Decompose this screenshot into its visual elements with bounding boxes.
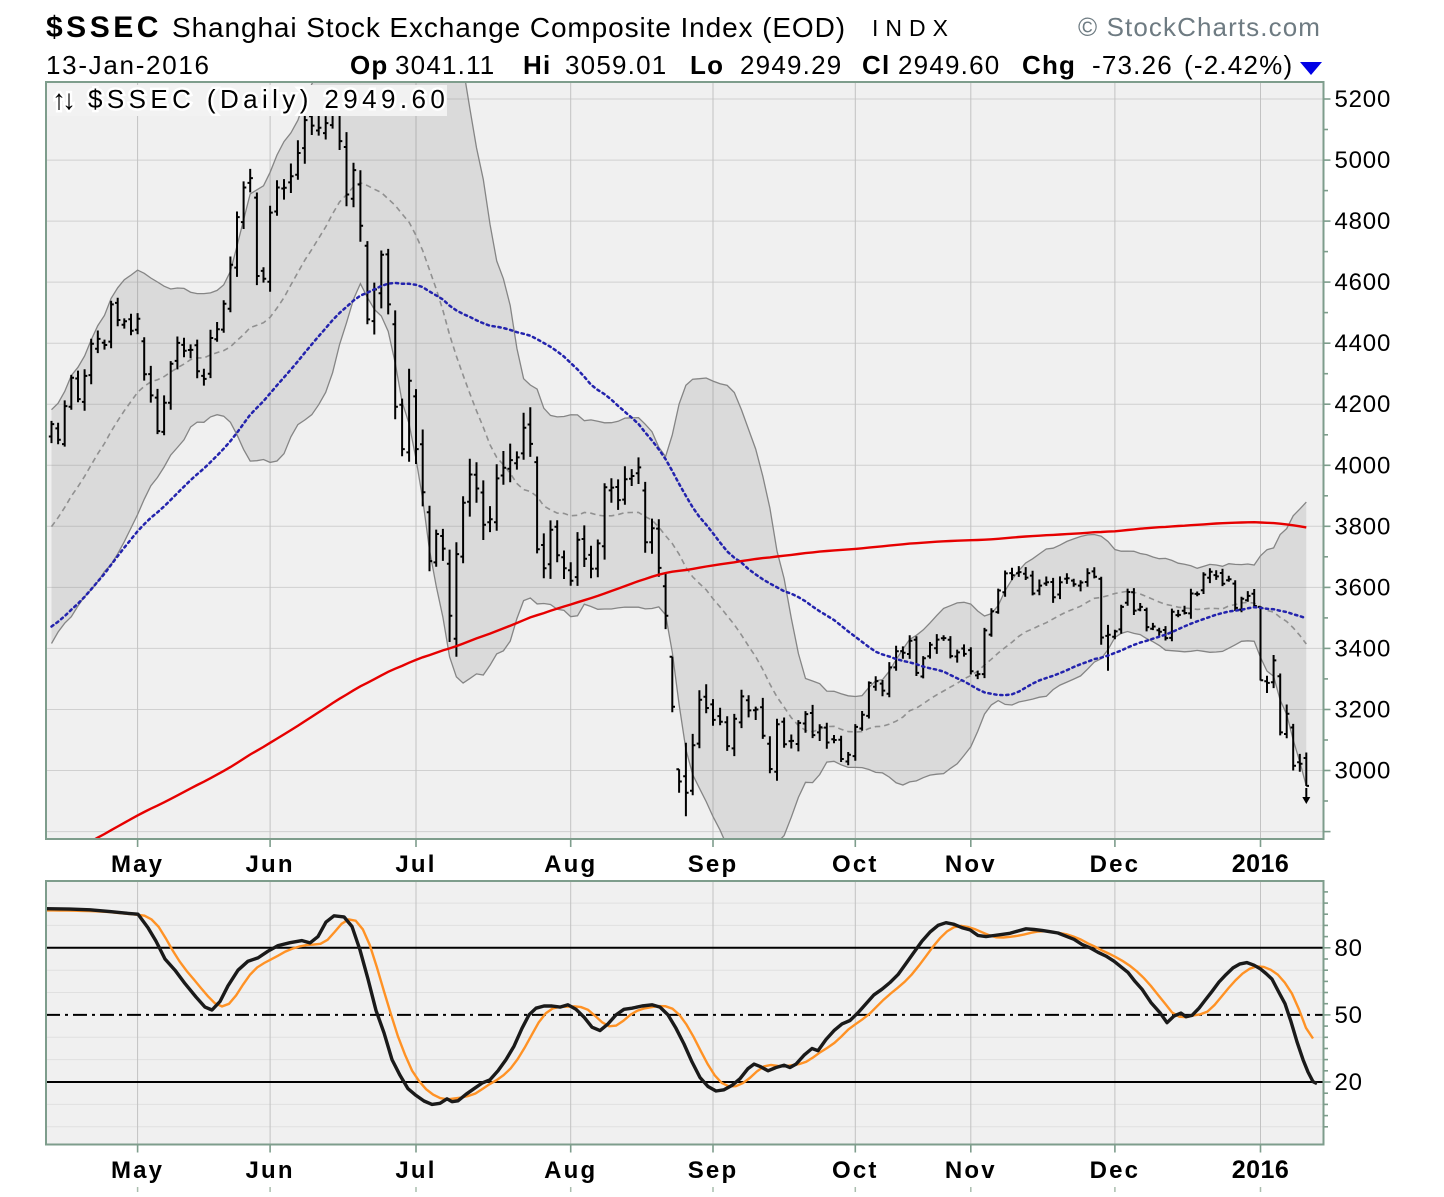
svg-text:Op: Op bbox=[350, 50, 389, 80]
svg-text:Sep: Sep bbox=[688, 851, 739, 878]
svg-text:3200: 3200 bbox=[1335, 697, 1392, 724]
svg-text:3059.01: 3059.01 bbox=[565, 50, 667, 80]
svg-text:2016: 2016 bbox=[1232, 1156, 1290, 1184]
svg-text:Jun: Jun bbox=[245, 1157, 294, 1184]
svg-text:Chg: Chg bbox=[1022, 50, 1076, 80]
svg-text:Hi: Hi bbox=[523, 50, 551, 80]
svg-text:Nov: Nov bbox=[945, 851, 997, 878]
svg-text:3800: 3800 bbox=[1335, 513, 1392, 540]
svg-text:© StockCharts.com: © StockCharts.com bbox=[1078, 12, 1321, 42]
svg-text:Shanghai Stock Exchange Compos: Shanghai Stock Exchange Composite Index … bbox=[172, 12, 846, 43]
svg-text:Aug: Aug bbox=[544, 1157, 597, 1184]
svg-text:Jul: Jul bbox=[395, 1157, 436, 1184]
svg-text:3400: 3400 bbox=[1335, 635, 1392, 662]
svg-text:May: May bbox=[111, 851, 164, 878]
svg-text:2949.60: 2949.60 bbox=[898, 50, 1000, 80]
svg-text:Dec: Dec bbox=[1090, 1157, 1141, 1184]
svg-text:Jun: Jun bbox=[245, 851, 294, 878]
svg-text:20: 20 bbox=[1335, 1069, 1363, 1096]
svg-text:4600: 4600 bbox=[1335, 269, 1392, 296]
svg-text:4400: 4400 bbox=[1335, 330, 1392, 357]
svg-text:3600: 3600 bbox=[1335, 574, 1392, 601]
svg-text:↑↓: ↑↓ bbox=[52, 84, 76, 115]
svg-text:Nov: Nov bbox=[945, 1157, 997, 1184]
svg-text:Lo: Lo bbox=[690, 50, 724, 80]
svg-text:Oct: Oct bbox=[832, 851, 879, 878]
svg-text:INDX: INDX bbox=[872, 15, 955, 41]
svg-text:5200: 5200 bbox=[1335, 86, 1392, 113]
svg-text:3000: 3000 bbox=[1335, 758, 1392, 785]
svg-text:Sep: Sep bbox=[688, 1157, 739, 1184]
svg-text:2949.29: 2949.29 bbox=[740, 50, 842, 80]
svg-text:80: 80 bbox=[1335, 935, 1363, 962]
svg-text:3041.11: 3041.11 bbox=[395, 50, 495, 80]
svg-text:5000: 5000 bbox=[1335, 147, 1392, 174]
svg-text:$SSEC: $SSEC bbox=[46, 11, 162, 44]
svg-text:Oct: Oct bbox=[832, 1157, 879, 1184]
svg-text:May: May bbox=[111, 1157, 164, 1184]
svg-text:Jul: Jul bbox=[395, 851, 436, 878]
svg-text:(-2.42%): (-2.42%) bbox=[1184, 50, 1293, 80]
svg-text:Cl: Cl bbox=[862, 50, 890, 80]
svg-text:Aug: Aug bbox=[544, 851, 597, 878]
svg-text:-73.26: -73.26 bbox=[1092, 50, 1173, 80]
svg-text:4200: 4200 bbox=[1335, 391, 1392, 418]
svg-text:Dec: Dec bbox=[1090, 851, 1141, 878]
svg-text:4800: 4800 bbox=[1335, 208, 1392, 235]
svg-text:$SSEC (Daily) 2949.60: $SSEC (Daily) 2949.60 bbox=[88, 84, 449, 114]
svg-text:2016: 2016 bbox=[1232, 850, 1290, 878]
svg-text:4000: 4000 bbox=[1335, 452, 1392, 479]
svg-text:50: 50 bbox=[1335, 1002, 1363, 1029]
svg-text:13-Jan-2016: 13-Jan-2016 bbox=[46, 50, 211, 80]
